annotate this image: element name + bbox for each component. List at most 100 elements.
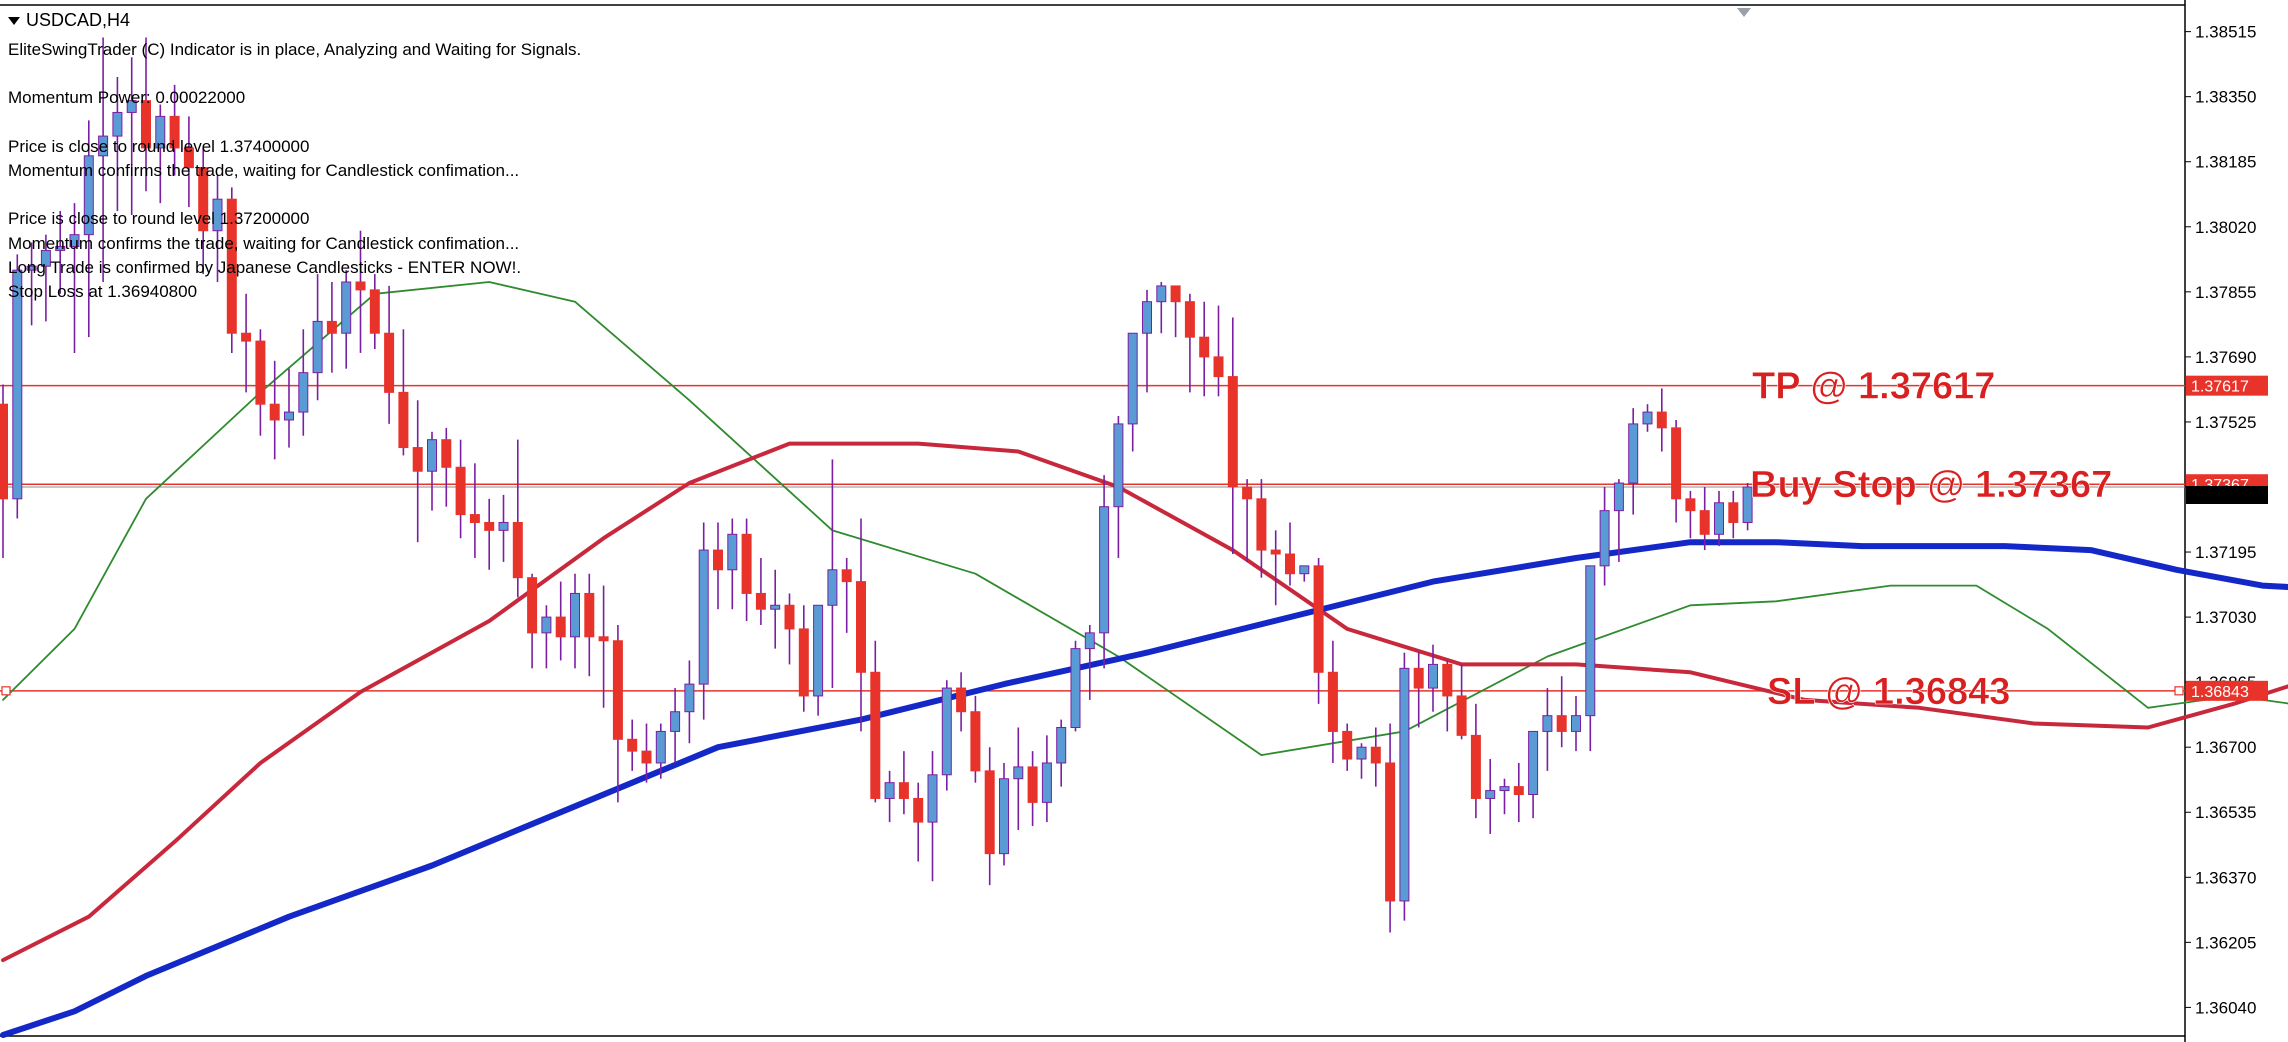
sl-anchor-marker[interactable] [1, 686, 11, 696]
candle [1213, 305, 1224, 397]
bear-candle-body [1242, 486, 1253, 500]
bull-candle-body [1356, 746, 1367, 760]
candle [555, 581, 566, 661]
bear-candle-body [1728, 502, 1739, 523]
candle [55, 211, 66, 294]
bull-candle-body [1070, 648, 1081, 728]
bull-candle-body [927, 774, 938, 823]
candle [1742, 483, 1753, 531]
candle [1556, 676, 1567, 748]
bull-candle-body [770, 604, 781, 610]
bear-candle-body [1256, 498, 1267, 551]
y-tick-label: 1.36205 [2195, 933, 2256, 952]
candle [341, 270, 352, 369]
bear-candle-body [1285, 553, 1295, 575]
bear-candle-body [326, 320, 337, 334]
candle [570, 573, 580, 669]
bull-candle-body [1499, 786, 1510, 792]
bull-candle-body [69, 234, 80, 247]
bull-candle-body [1299, 565, 1310, 575]
info-line: Price is close to round level 1.37200000 [8, 209, 310, 229]
bull-candle-body [941, 687, 952, 776]
bear-candle-body [169, 115, 180, 149]
bear-candle-body [1442, 663, 1453, 697]
blue-ma-line [0, 539, 2288, 1038]
bear-candle-body [641, 750, 652, 764]
bull-candle-body [1714, 502, 1724, 535]
bull-candle-body [1613, 482, 1624, 512]
bear-candle-body [1327, 671, 1338, 732]
bull-candle-body [884, 782, 895, 799]
candle [584, 573, 595, 677]
bull-candle-body [684, 683, 695, 713]
candle [512, 439, 523, 598]
bear-candle-body [612, 640, 623, 740]
bear-candle-body [512, 521, 523, 579]
info-line: Price is close to round level 1.37400000 [8, 136, 310, 156]
bull-candle-body [1113, 423, 1124, 508]
y-tick-label: 1.38020 [2195, 218, 2256, 237]
price-tag-bg [2186, 375, 2268, 396]
bull-candle-body [55, 245, 66, 251]
candle [198, 147, 209, 275]
bull-candle-body [126, 100, 137, 113]
candle [1113, 416, 1124, 558]
shift-marker-icon[interactable] [1737, 8, 1751, 17]
candle [26, 242, 37, 326]
bear-candle-body [255, 340, 266, 405]
candle [727, 518, 738, 610]
candle [1270, 530, 1281, 606]
sl-anchor-marker[interactable] [2174, 686, 2184, 696]
bull-candle-body [40, 249, 51, 267]
candle [1385, 723, 1396, 933]
candle [627, 719, 638, 771]
candle [913, 782, 924, 862]
bear-candle-body [1470, 734, 1481, 799]
candle [1142, 289, 1152, 393]
bull-candle-body [570, 592, 580, 638]
candle [1642, 404, 1653, 432]
bull-candle-body [827, 569, 838, 606]
candle [1027, 751, 1038, 827]
dropdown-triangle-icon[interactable] [8, 17, 20, 26]
candles [0, 37, 1753, 933]
bear-candle-body [784, 604, 795, 630]
bull-candle-body [83, 155, 94, 236]
candle [956, 672, 967, 732]
candle [1413, 652, 1424, 728]
bear-candle-body [469, 514, 480, 523]
bear-candle-body [384, 332, 395, 393]
candle [183, 116, 194, 208]
candle [1685, 490, 1696, 539]
candle [40, 234, 51, 322]
bull-candle-body [1084, 632, 1095, 650]
bear-candle-body [841, 569, 852, 583]
bear-candle-body [1671, 427, 1682, 500]
candle [884, 770, 895, 823]
bull-candle-body [655, 730, 666, 764]
candle [469, 463, 480, 558]
bull-candle-body [1056, 726, 1067, 764]
candle [598, 585, 609, 708]
bear-candle-body [627, 738, 638, 752]
candle [269, 360, 280, 460]
candle [1370, 727, 1381, 787]
candle [1585, 565, 1596, 752]
bear-candle-body [1699, 510, 1710, 535]
candle [126, 57, 137, 215]
bull-candle-body [999, 778, 1009, 855]
candle [941, 680, 952, 791]
bull-candle-body [12, 269, 23, 500]
bull-candle-body [698, 549, 709, 685]
candle [1013, 727, 1024, 830]
candle [1084, 624, 1095, 700]
y-tick-label: 1.38350 [2195, 88, 2256, 107]
bull-candle-body [1156, 285, 1167, 303]
bear-candle-body [441, 439, 452, 468]
symbol-header[interactable]: USDCAD,H4 [8, 10, 130, 31]
bear-candle-body [355, 281, 366, 291]
bear-candle-body [584, 592, 595, 638]
candle [1671, 419, 1682, 523]
